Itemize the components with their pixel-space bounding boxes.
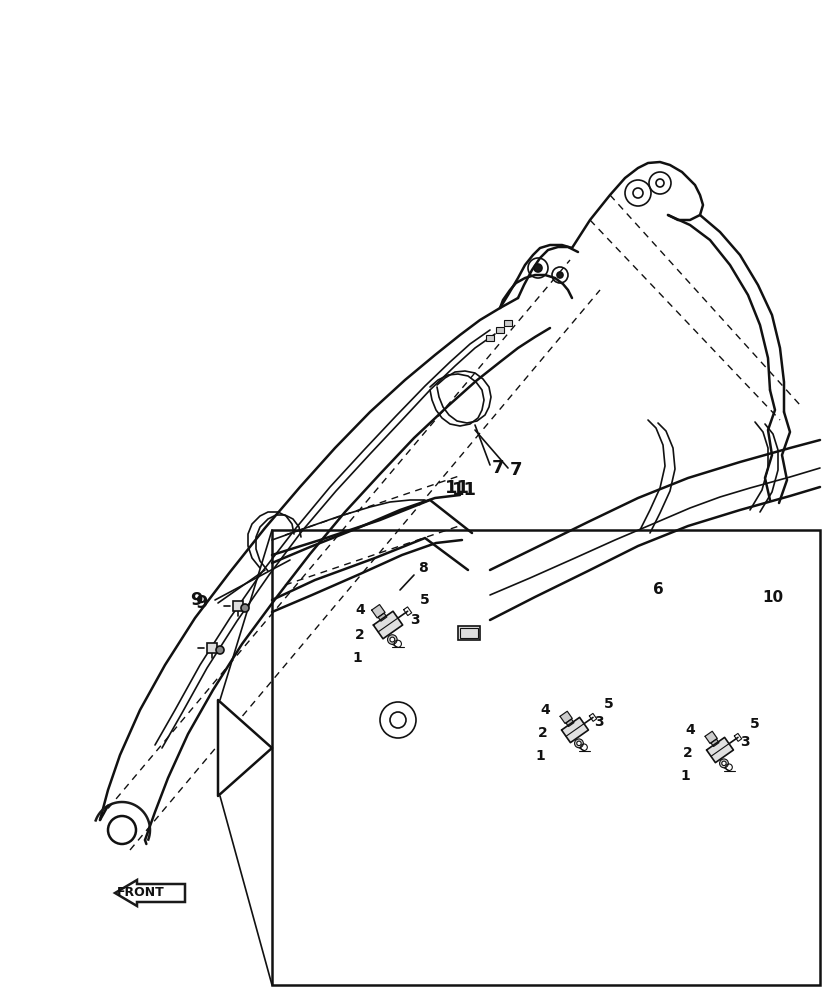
Text: 2: 2 [683, 746, 693, 760]
Circle shape [388, 635, 397, 644]
Polygon shape [374, 611, 403, 639]
Circle shape [577, 741, 581, 746]
Bar [207, 643, 217, 653]
Bar [486, 335, 494, 341]
Polygon shape [706, 737, 733, 763]
Bar [233, 601, 243, 611]
Text: 4: 4 [685, 723, 695, 737]
Circle shape [390, 637, 395, 642]
Text: 3: 3 [740, 735, 750, 749]
Text: 7: 7 [492, 459, 504, 477]
Bar [460, 628, 478, 638]
Bar [504, 320, 512, 326]
Circle shape [721, 761, 726, 766]
Text: 11: 11 [452, 481, 477, 499]
Polygon shape [378, 613, 387, 621]
Text: 8: 8 [418, 561, 428, 575]
Bar [458, 626, 480, 640]
Text: 4: 4 [540, 703, 550, 717]
Bar [496, 327, 504, 333]
Text: 1: 1 [680, 769, 690, 783]
Text: 4: 4 [355, 603, 364, 617]
Circle shape [557, 272, 563, 278]
Text: 10: 10 [762, 590, 783, 605]
Text: 11: 11 [445, 479, 470, 497]
Bar [272, 530, 820, 985]
Text: 5: 5 [604, 697, 614, 711]
Text: 2: 2 [355, 628, 364, 642]
Text: FRONT: FRONT [117, 886, 165, 900]
Polygon shape [218, 700, 272, 796]
Polygon shape [711, 739, 719, 746]
Polygon shape [560, 711, 573, 724]
Circle shape [534, 264, 542, 272]
Circle shape [574, 739, 584, 748]
Text: 1: 1 [535, 749, 545, 763]
Polygon shape [705, 731, 717, 744]
Text: 3: 3 [594, 715, 604, 729]
Polygon shape [566, 719, 574, 726]
Text: 5: 5 [750, 717, 760, 731]
Circle shape [720, 759, 728, 768]
FancyArrow shape [115, 880, 185, 906]
Circle shape [216, 646, 224, 654]
Polygon shape [372, 605, 385, 618]
Text: 2: 2 [538, 726, 548, 740]
Text: 7: 7 [510, 461, 522, 479]
Text: 9: 9 [190, 591, 202, 609]
Text: 9: 9 [195, 594, 207, 612]
Text: 6: 6 [653, 582, 664, 597]
Text: 3: 3 [410, 613, 420, 627]
Polygon shape [562, 717, 589, 743]
Text: 5: 5 [420, 593, 430, 607]
Circle shape [241, 604, 249, 612]
Text: 1: 1 [352, 651, 362, 665]
